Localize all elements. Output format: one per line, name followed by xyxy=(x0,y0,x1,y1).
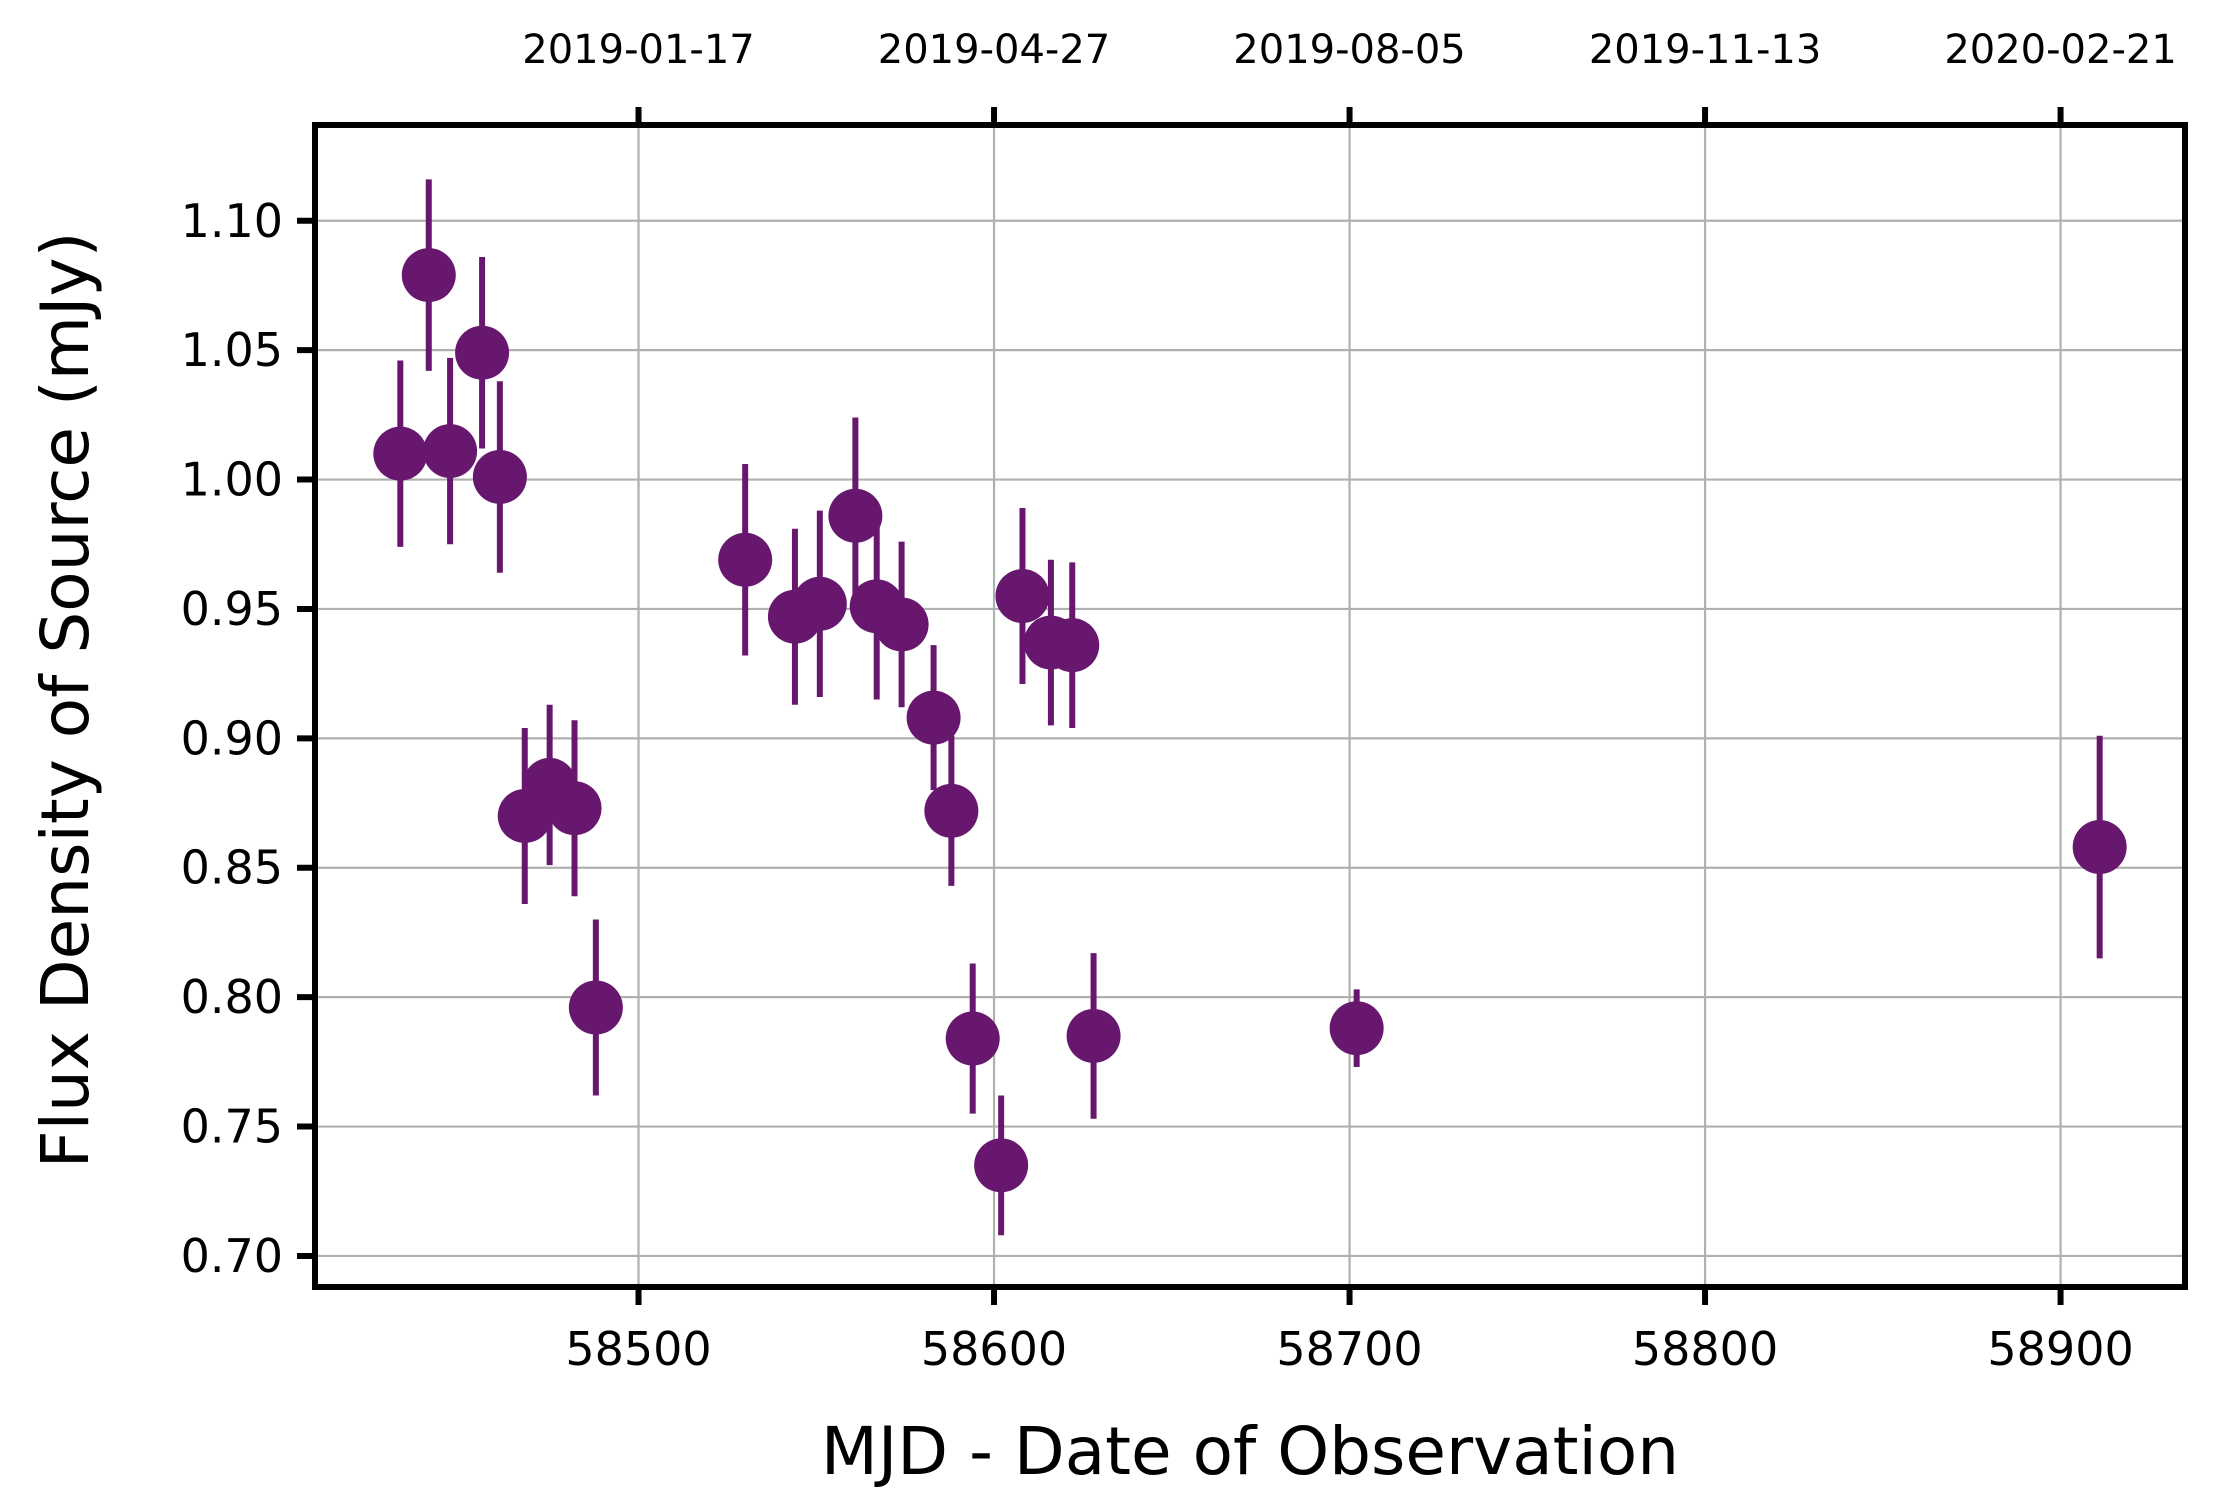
y-tick-label: 1.05 xyxy=(181,323,283,377)
top-date-tick-label: 2019-01-17 xyxy=(522,27,754,73)
data-point xyxy=(455,325,510,380)
data-point xyxy=(423,424,478,479)
data-point xyxy=(995,569,1050,624)
data-point xyxy=(1066,1008,1121,1063)
data-point xyxy=(906,690,961,745)
data-points xyxy=(373,179,2127,1236)
y-tick-label: 0.80 xyxy=(181,970,283,1024)
data-point xyxy=(974,1138,1029,1193)
grid-lines xyxy=(315,125,2185,1287)
plot-frame xyxy=(312,122,2188,1290)
x-tick-label: 58900 xyxy=(1987,1322,2133,1376)
y-axis-title: Flux Density of Source (mJy) xyxy=(27,232,104,1169)
x-tick-label: 58800 xyxy=(1632,1322,1778,1376)
top-date-tick-label: 2019-04-27 xyxy=(878,27,1110,73)
data-point xyxy=(2072,820,2127,875)
x-tick-label: 58500 xyxy=(565,1322,711,1376)
data-point xyxy=(792,576,847,631)
top-date-tick-label: 2019-11-13 xyxy=(1589,27,1821,73)
axis-ticks: 58500 58600 58700 58800 58900 2019-01-17 2019-… xyxy=(181,27,2177,1376)
top-date-tick-label: 2020-02-21 xyxy=(1944,27,2176,73)
y-tick-label: 0.70 xyxy=(181,1229,283,1283)
y-tick-label: 1.00 xyxy=(181,453,283,507)
data-point xyxy=(373,426,428,481)
data-point xyxy=(828,488,883,543)
y-tick-label: 0.85 xyxy=(181,841,283,895)
y-tick-label: 1.10 xyxy=(181,194,283,248)
data-point xyxy=(1329,1001,1384,1056)
x-tick-label: 58600 xyxy=(921,1322,1067,1376)
y-tick-label: 0.95 xyxy=(181,582,283,636)
data-point xyxy=(401,248,456,303)
top-date-tick-label: 2019-08-05 xyxy=(1233,27,1465,73)
data-point xyxy=(718,532,773,587)
data-point xyxy=(874,597,929,652)
x-tick-label: 58700 xyxy=(1276,1322,1422,1376)
data-point xyxy=(568,980,623,1035)
data-point xyxy=(1045,618,1100,673)
y-tick-label: 0.90 xyxy=(181,711,283,765)
x-axis-title: MJD - Date of Observation xyxy=(821,1413,1679,1490)
data-point xyxy=(924,783,979,838)
data-point xyxy=(945,1011,1000,1066)
data-point xyxy=(547,781,602,836)
data-point xyxy=(472,449,527,504)
y-tick-label: 0.75 xyxy=(181,1100,283,1154)
